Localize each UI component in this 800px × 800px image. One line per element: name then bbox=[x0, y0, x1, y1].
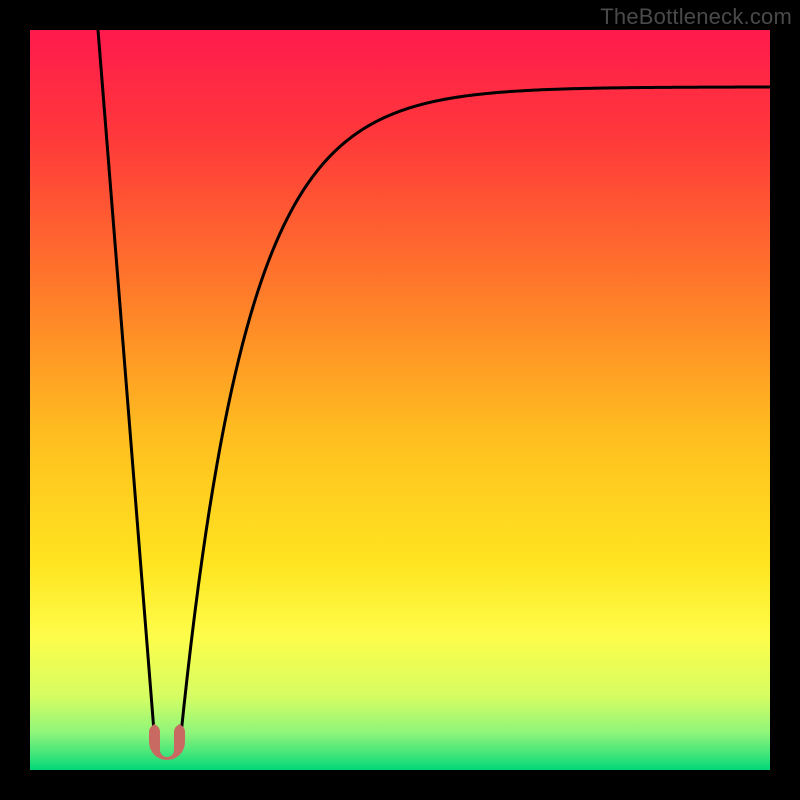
plot-background bbox=[30, 30, 770, 770]
chart-stage: TheBottleneck.com bbox=[0, 0, 800, 800]
chart-svg bbox=[0, 0, 800, 800]
watermark-text: TheBottleneck.com bbox=[600, 4, 792, 30]
